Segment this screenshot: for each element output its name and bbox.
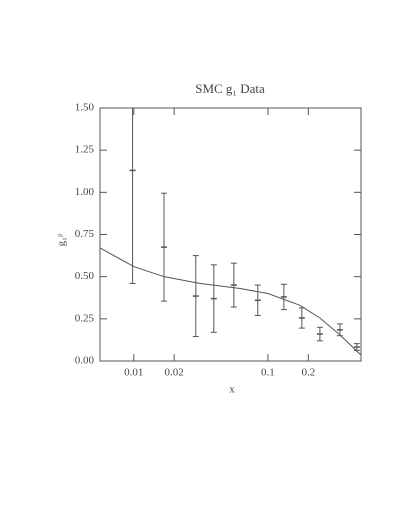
y-tick-label: 0.75 <box>75 228 95 240</box>
y-tick-label: 1.00 <box>75 186 95 198</box>
y-tick-label: 1.25 <box>75 144 95 156</box>
x-tick-label: 0.01 <box>124 367 143 379</box>
y-axis-label: g₁ᵖ <box>56 233 68 246</box>
x-tick-label: 0.1 <box>261 367 275 379</box>
y-tick-label: 0.50 <box>75 270 95 282</box>
y-tick-label: 0.00 <box>75 355 95 367</box>
y-tick-label: 1.50 <box>75 102 95 114</box>
x-tick-label: 0.02 <box>165 367 184 379</box>
y-tick-label: 0.25 <box>75 312 95 324</box>
x-tick-label: 0.2 <box>301 367 315 379</box>
x-axis-label: x <box>229 384 235 396</box>
chart-title: SMC g₁ Data <box>195 81 265 96</box>
plot-frame <box>99 107 362 362</box>
plot-area <box>100 108 361 356</box>
fit-line <box>100 247 361 356</box>
